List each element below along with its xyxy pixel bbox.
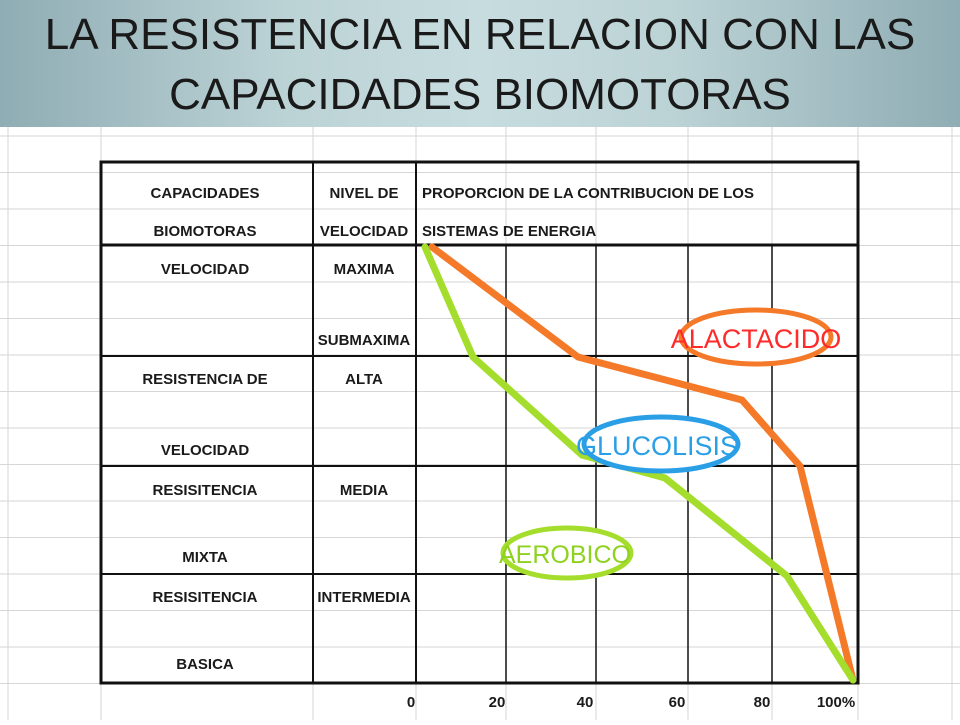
row1-level-top: MAXIMA [334,261,395,278]
header-proporcion: PROPORCION DE LA CONTRIBUCION DE LOS [422,185,754,202]
row3-level-top: MEDIA [340,482,389,499]
spreadsheet-image: CAPACIDADES BIOMOTORAS NIVEL DE VELOCIDA… [0,127,960,720]
glucolisis-label-group: GLUCOLISIS [576,414,741,474]
axis-tick-0: 0 [407,694,415,711]
row1-level-bottom: SUBMAXIMA [318,332,411,349]
row3-capacity-top: RESISITENCIA [152,482,257,499]
aerobico-oval [500,525,634,581]
alactacido-label: ALACTACIDO [671,324,842,354]
glucolisis-oval [581,414,741,474]
glucolisis-label: GLUCOLISIS [576,431,738,461]
axis-tick-60: 60 [669,694,686,711]
header-sistemas: SISTEMAS DE ENERGIA [422,223,596,240]
axis-tick-40: 40 [577,694,594,711]
axis-tick-80: 80 [754,694,771,711]
header-capacidades: CAPACIDADES [151,185,260,202]
row2-capacity-bottom: VELOCIDAD [161,442,250,459]
axis-tick-100: 100% [817,694,855,711]
aerobico-label: AEROBICO [499,541,631,569]
row4-capacity-bottom: BASICA [176,656,234,673]
row4-level-top: INTERMEDIA [317,589,411,606]
row3-capacity-bottom: MIXTA [182,549,228,566]
alactacido-line [428,243,857,684]
axis-tick-20: 20 [489,694,506,711]
alactacido-oval [678,307,834,367]
header-biomotoras: BIOMOTORAS [153,223,256,240]
table-borders [99,160,860,685]
row1-capacity-top: VELOCIDAD [161,261,250,278]
header-velocidad: VELOCIDAD [320,223,409,240]
row2-capacity-top: RESISTENCIA DE [142,371,267,388]
alactacido-label-group: ALACTACIDO [671,307,842,367]
row4-capacity-top: RESISITENCIA [152,589,257,606]
table-outer-border [99,160,860,685]
energy-systems-diagram: CAPACIDADES BIOMOTORAS NIVEL DE VELOCIDA… [0,127,960,720]
title-band: LA RESISTENCIA EN RELACION CON LAS CAPAC… [0,0,960,127]
header-nivel-de: NIVEL DE [330,185,399,202]
slide-title-line-2: CAPACIDADES BIOMOTORAS [169,70,791,119]
row2-level-top: ALTA [345,371,383,388]
aerobico-label-group: AEROBICO [499,525,634,581]
sheet-gridlines [0,127,960,720]
slide-title-line-1: LA RESISTENCIA EN RELACION CON LAS [44,10,916,59]
